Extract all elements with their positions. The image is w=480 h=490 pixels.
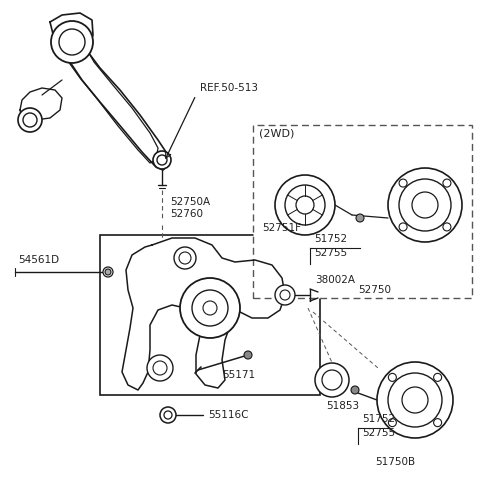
Circle shape bbox=[192, 290, 228, 326]
Circle shape bbox=[147, 355, 173, 381]
Circle shape bbox=[285, 185, 325, 225]
Circle shape bbox=[59, 29, 85, 55]
Circle shape bbox=[203, 301, 217, 315]
Circle shape bbox=[322, 370, 342, 390]
Circle shape bbox=[23, 113, 37, 127]
Text: 52751F: 52751F bbox=[262, 223, 301, 233]
Circle shape bbox=[105, 269, 111, 275]
Circle shape bbox=[280, 290, 290, 300]
Text: 54561D: 54561D bbox=[18, 255, 59, 265]
Circle shape bbox=[164, 411, 172, 419]
Circle shape bbox=[174, 247, 196, 269]
Circle shape bbox=[244, 351, 252, 359]
Circle shape bbox=[412, 192, 438, 218]
Circle shape bbox=[388, 168, 462, 242]
Circle shape bbox=[180, 278, 240, 338]
Circle shape bbox=[399, 179, 407, 187]
Text: 51750B: 51750B bbox=[375, 457, 415, 467]
Circle shape bbox=[433, 373, 442, 381]
Circle shape bbox=[103, 267, 113, 277]
Circle shape bbox=[275, 285, 295, 305]
Circle shape bbox=[179, 252, 191, 264]
Circle shape bbox=[388, 418, 396, 427]
Circle shape bbox=[388, 373, 442, 427]
Text: 52750: 52750 bbox=[359, 285, 392, 295]
Circle shape bbox=[296, 196, 314, 214]
Text: 52760: 52760 bbox=[170, 209, 203, 219]
Text: 51853: 51853 bbox=[326, 401, 360, 411]
Circle shape bbox=[399, 179, 451, 231]
Circle shape bbox=[351, 386, 359, 394]
Circle shape bbox=[153, 361, 167, 375]
Bar bbox=[100, 235, 320, 395]
Circle shape bbox=[399, 223, 407, 231]
Text: 52755: 52755 bbox=[362, 428, 395, 438]
Text: 51752: 51752 bbox=[314, 234, 347, 244]
Circle shape bbox=[275, 175, 335, 235]
Text: 38002A: 38002A bbox=[315, 275, 355, 285]
Circle shape bbox=[153, 151, 171, 169]
Circle shape bbox=[388, 373, 396, 381]
Text: 55116C: 55116C bbox=[208, 410, 249, 420]
Circle shape bbox=[443, 179, 451, 187]
Circle shape bbox=[160, 407, 176, 423]
Text: 52755: 52755 bbox=[314, 248, 347, 258]
Circle shape bbox=[51, 21, 93, 63]
Circle shape bbox=[377, 362, 453, 438]
Text: REF.50-513: REF.50-513 bbox=[200, 83, 258, 93]
Text: 55171: 55171 bbox=[222, 370, 255, 380]
Circle shape bbox=[356, 214, 364, 222]
Text: (2WD): (2WD) bbox=[259, 128, 294, 138]
Text: 52750A: 52750A bbox=[170, 197, 210, 207]
Text: 51752: 51752 bbox=[362, 414, 395, 424]
Circle shape bbox=[443, 223, 451, 231]
Circle shape bbox=[402, 387, 428, 413]
Bar bbox=[253, 125, 472, 298]
Circle shape bbox=[433, 418, 442, 427]
Circle shape bbox=[157, 155, 167, 165]
Circle shape bbox=[18, 108, 42, 132]
Circle shape bbox=[315, 363, 349, 397]
